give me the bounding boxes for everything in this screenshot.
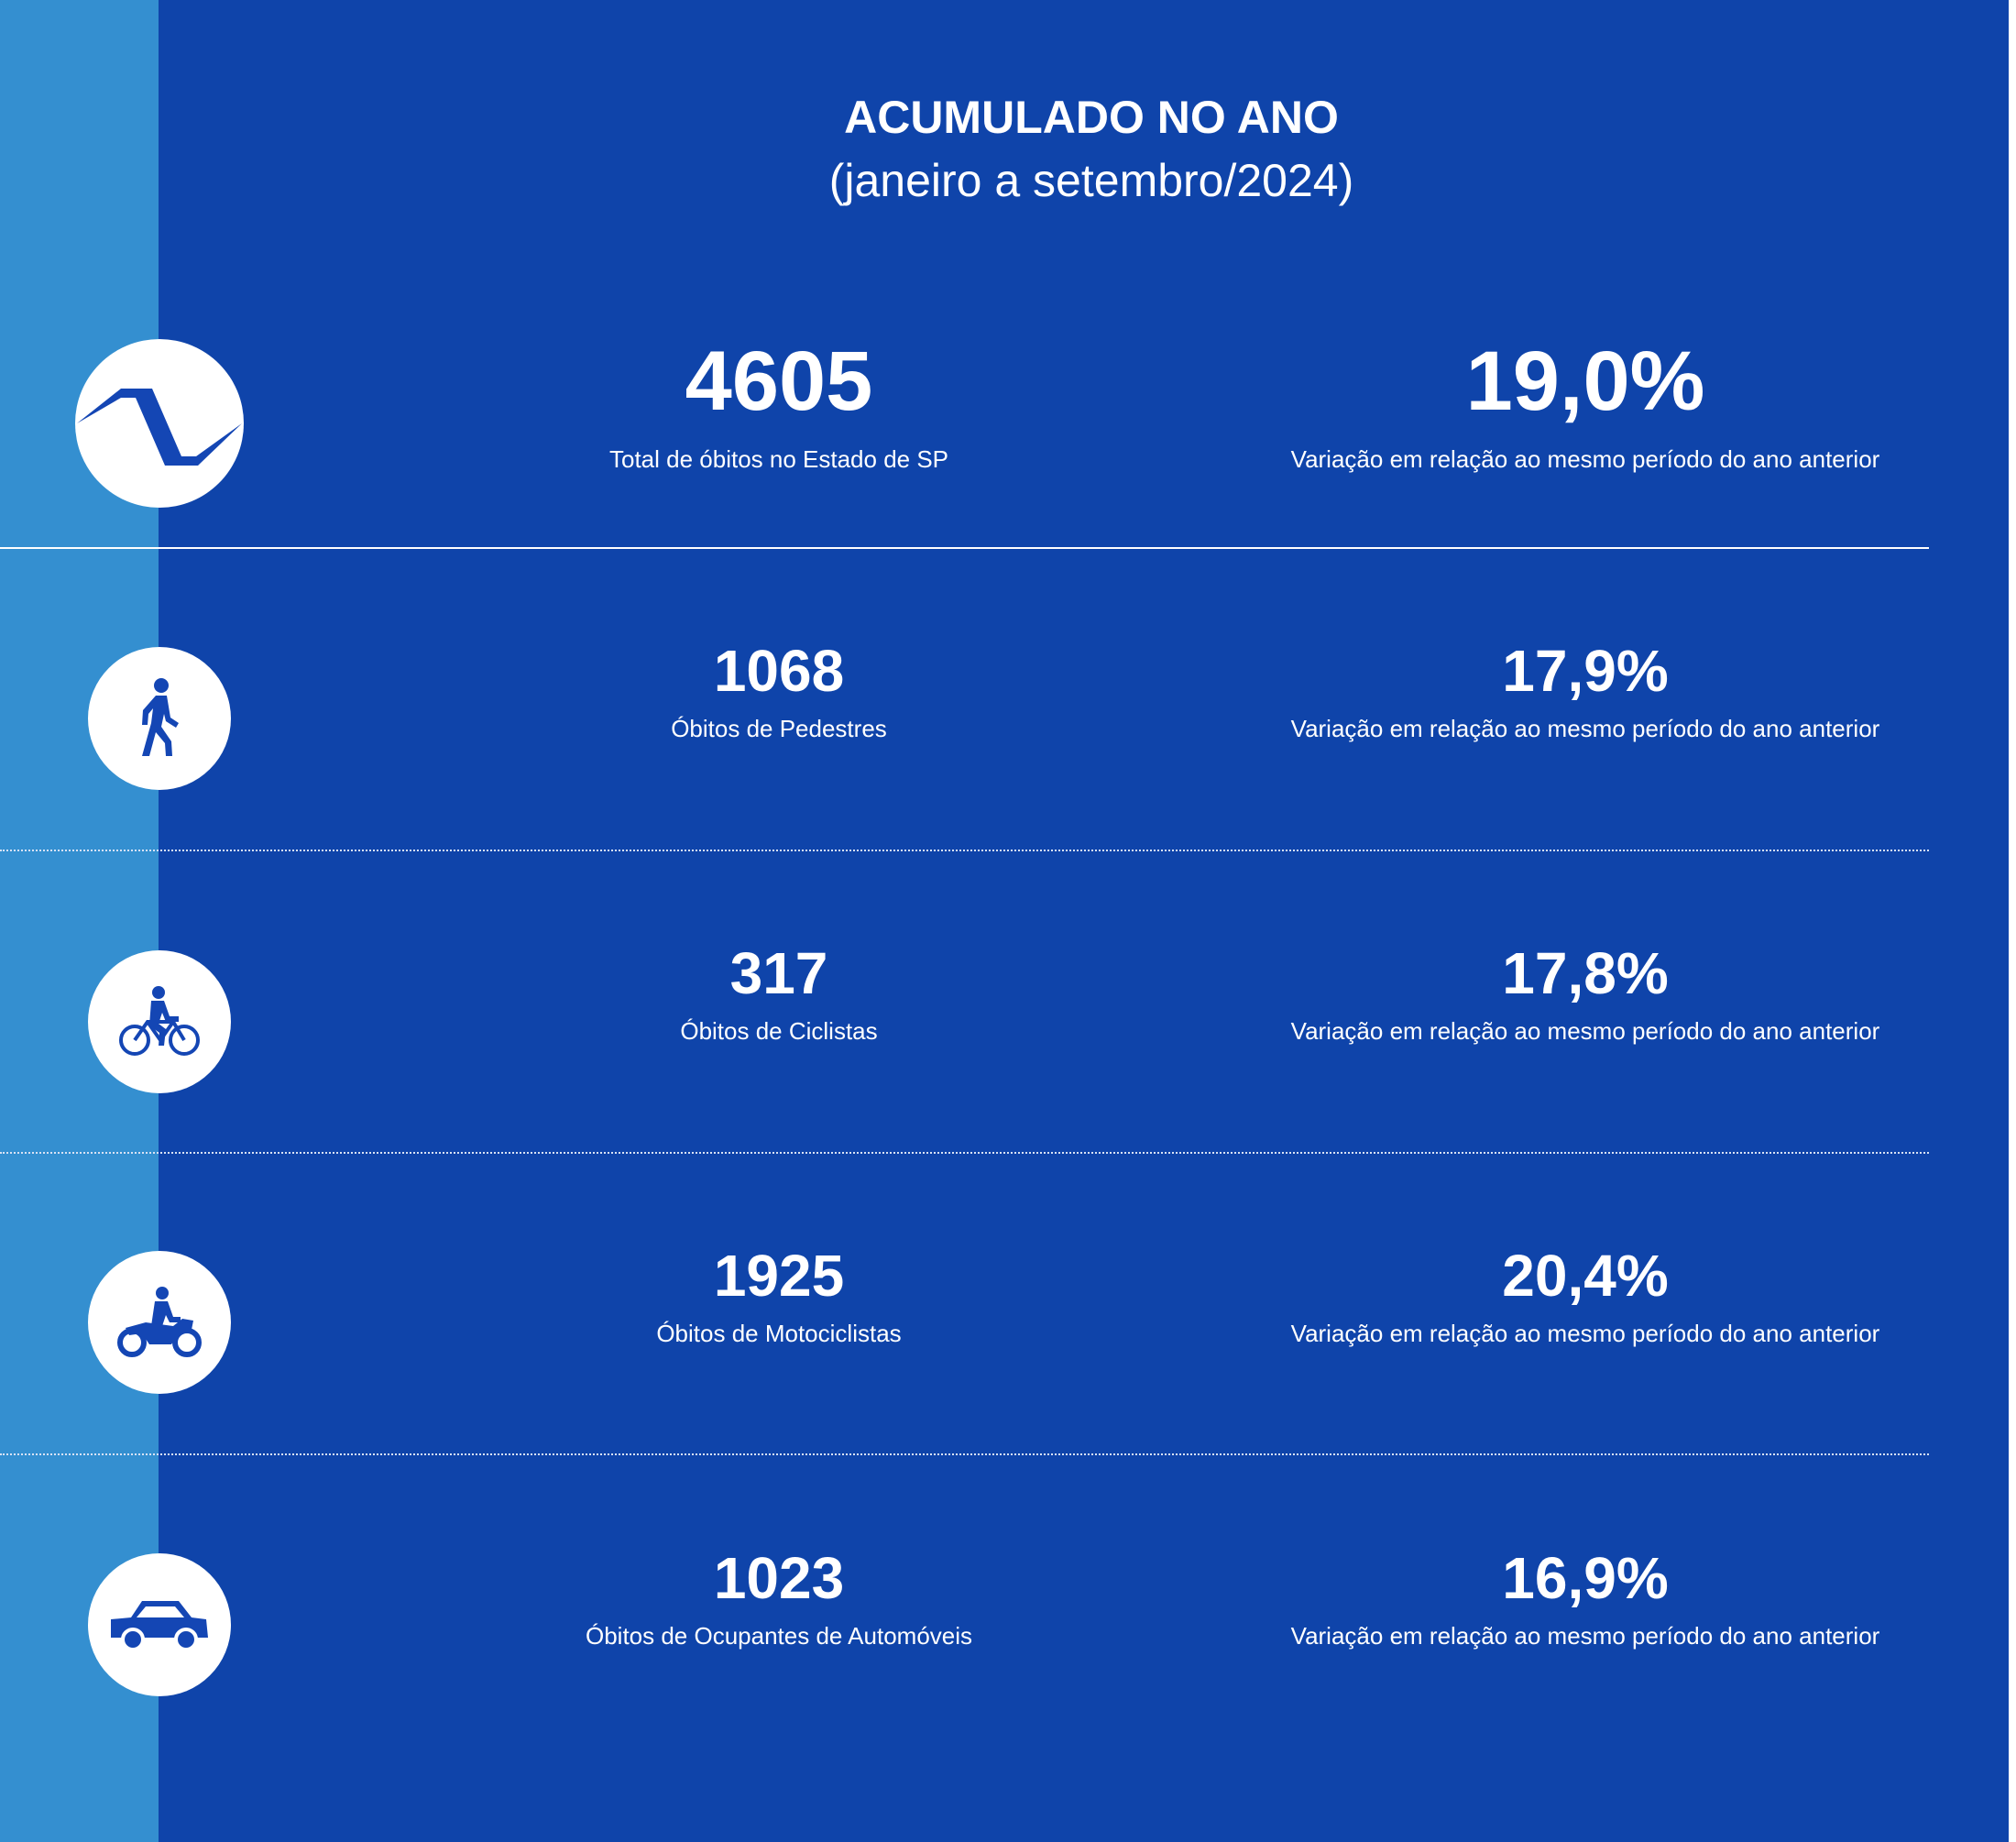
divider: [0, 850, 1929, 851]
stat-row-cars: 1023 Óbitos de Ocupantes de Automóveis 1…: [0, 1549, 1929, 1714]
stat-value: 317: [729, 940, 828, 1006]
page-title: ACUMULADO NO ANO: [844, 92, 1339, 143]
stat-car-occupant-deaths: 1023 Óbitos de Ocupantes de Automóveis: [422, 1549, 1136, 1651]
stat-row-pedestrians: 1068 Óbitos de Pedestres 17,9% Variação …: [0, 641, 1929, 806]
side-stripe: [0, 0, 159, 1842]
variation-value: 16,9%: [1502, 1545, 1669, 1611]
stat-label: Óbitos de Ocupantes de Automóveis: [585, 1622, 973, 1650]
stat-cyclist-deaths: 317 Óbitos de Ciclistas: [422, 944, 1136, 1047]
motorcyclist-icon: [88, 1251, 231, 1394]
stat-value: 1023: [713, 1545, 845, 1611]
stat-cyclist-variation: 17,8% Variação em relação ao mesmo perío…: [1228, 944, 1943, 1047]
variation-label: Variação em relação ao mesmo período do …: [1290, 1017, 1880, 1045]
header: ACUMULADO NO ANO (janeiro a setembro/202…: [159, 87, 2016, 214]
right-edge: [2009, 0, 2016, 1842]
variation-value: 19,0%: [1465, 334, 1705, 428]
stat-car-occupant-variation: 16,9% Variação em relação ao mesmo perío…: [1228, 1549, 1943, 1651]
stat-value: 1068: [713, 638, 845, 704]
stat-label: Óbitos de Motociclistas: [656, 1320, 902, 1347]
stat-motorcyclist-variation: 20,4% Variação em relação ao mesmo perío…: [1228, 1246, 1943, 1349]
divider: [0, 547, 1929, 549]
stat-value: 1925: [713, 1243, 845, 1309]
variation-value: 20,4%: [1502, 1243, 1669, 1309]
stat-row-cyclists: 317 Óbitos de Ciclistas 17,8% Variação e…: [0, 944, 1929, 1109]
stat-row-motorcyclists: 1925 Óbitos de Motociclistas 20,4% Varia…: [0, 1246, 1929, 1411]
pedestrian-icon: [88, 647, 231, 790]
stat-row-total: 4605 Total de óbitos no Estado de SP 19,…: [0, 330, 1929, 513]
stat-pedestrian-deaths: 1068 Óbitos de Pedestres: [422, 641, 1136, 744]
divider: [0, 1453, 1929, 1455]
variation-label: Variação em relação ao mesmo período do …: [1290, 445, 1880, 473]
car-icon: [88, 1553, 231, 1696]
page-subtitle: (janeiro a setembro/2024): [828, 155, 1354, 206]
stat-label: Óbitos de Pedestres: [671, 715, 887, 742]
variation-value: 17,8%: [1502, 940, 1669, 1006]
stat-motorcyclist-deaths: 1925 Óbitos de Motociclistas: [422, 1246, 1136, 1349]
stat-label: Óbitos de Ciclistas: [680, 1017, 878, 1045]
variation-label: Variação em relação ao mesmo período do …: [1290, 715, 1880, 742]
stat-value: 4605: [685, 334, 873, 428]
divider: [0, 1152, 1929, 1154]
variation-label: Variação em relação ao mesmo período do …: [1290, 1320, 1880, 1347]
variation-label: Variação em relação ao mesmo período do …: [1290, 1622, 1880, 1650]
cyclist-icon: [88, 950, 231, 1093]
stat-label: Total de óbitos no Estado de SP: [608, 445, 949, 473]
stat-total-deaths: 4605 Total de óbitos no Estado de SP: [422, 339, 1136, 475]
variation-value: 17,9%: [1502, 638, 1669, 704]
sao-paulo-state-flag-icon: [75, 339, 244, 508]
stat-total-variation: 19,0% Variação em relação ao mesmo perío…: [1228, 339, 1943, 475]
stat-pedestrian-variation: 17,9% Variação em relação ao mesmo perío…: [1228, 641, 1943, 744]
